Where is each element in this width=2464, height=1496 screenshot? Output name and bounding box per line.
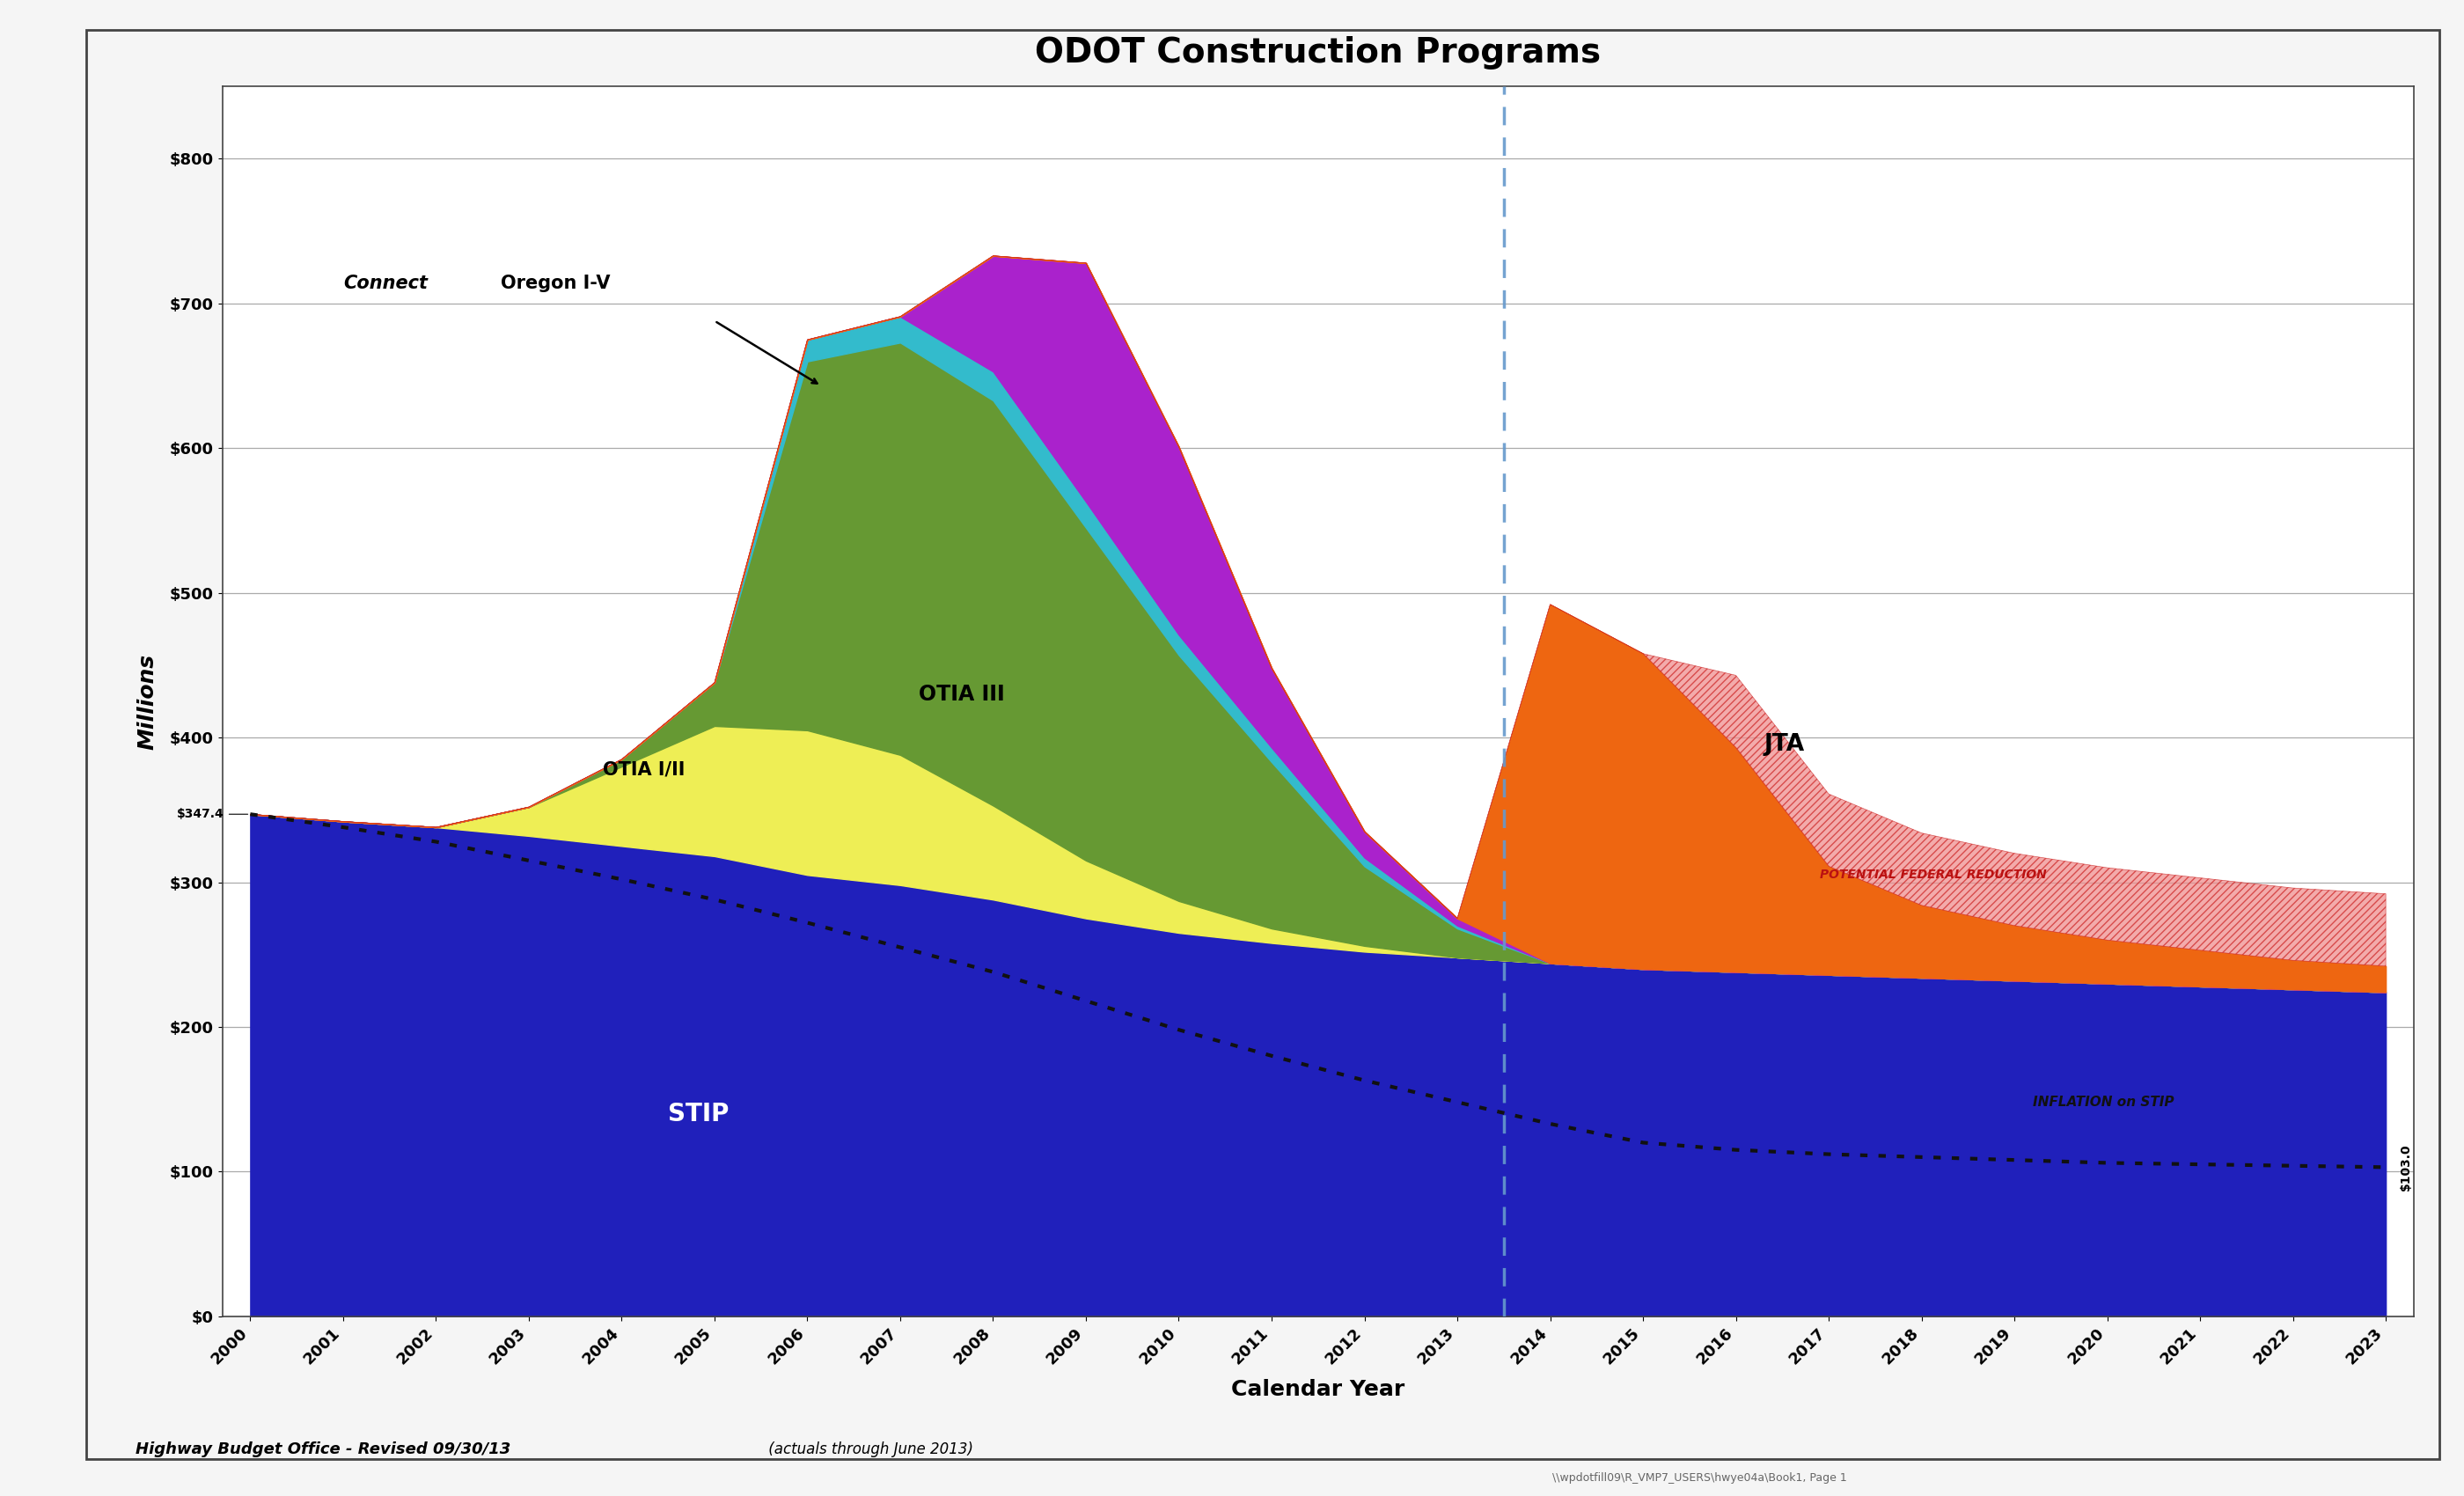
Text: OTIA I/II: OTIA I/II	[604, 760, 685, 778]
Text: ARRA: ARRA	[1109, 233, 1148, 287]
Text: JTA: JTA	[1764, 733, 1804, 755]
Text: Highway Budget Office - Revised 09/30/13: Highway Budget Office - Revised 09/30/13	[136, 1442, 510, 1457]
Text: STIP: STIP	[668, 1101, 729, 1126]
X-axis label: Calendar Year: Calendar Year	[1232, 1379, 1404, 1400]
Text: POTENTIAL FEDERAL REDUCTION: POTENTIAL FEDERAL REDUCTION	[1818, 869, 2045, 881]
Text: $103.0: $103.0	[2400, 1143, 2412, 1191]
Y-axis label: Millions: Millions	[136, 654, 158, 749]
Text: Oregon I-V: Oregon I-V	[500, 275, 611, 293]
Text: $347.4: $347.4	[177, 808, 249, 820]
Text: \\wpdotfill09\R_VMP7_USERS\hwye04a\Book1, Page 1: \\wpdotfill09\R_VMP7_USERS\hwye04a\Book1…	[1552, 1472, 1848, 1484]
Text: INFLATION on STIP: INFLATION on STIP	[2033, 1095, 2173, 1109]
Text: OTIA III: OTIA III	[919, 684, 1005, 705]
Text: (actuals through June 2013): (actuals through June 2013)	[764, 1442, 973, 1457]
Text: Connect: Connect	[342, 275, 429, 293]
Title: ODOT Construction Programs: ODOT Construction Programs	[1035, 36, 1602, 69]
